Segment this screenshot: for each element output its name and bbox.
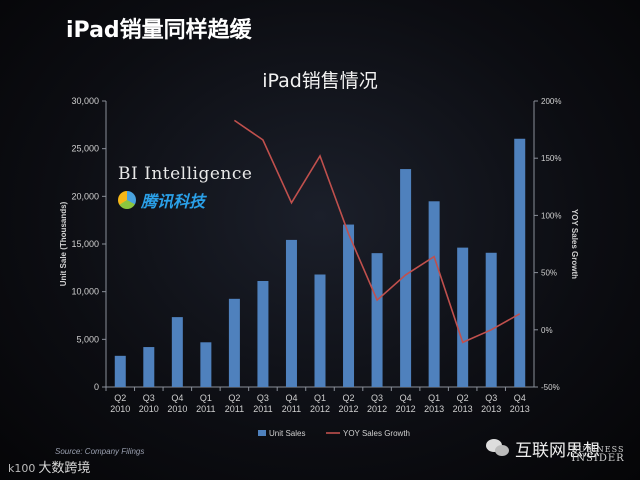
x-tick-label-quarter: Q1 <box>200 393 212 403</box>
x-tick-label-year: 2010 <box>110 404 130 414</box>
bar <box>143 347 155 387</box>
x-tick-label-year: 2013 <box>510 404 530 414</box>
x-tick-label-quarter: Q2 <box>343 393 355 403</box>
x-tick-label-year: 2012 <box>396 404 416 414</box>
tencent-logo: 腾讯科技 <box>118 188 205 212</box>
x-tick-label-year: 2012 <box>310 404 330 414</box>
y2-tick-label: 50% <box>541 269 557 278</box>
bottom-left-text: 大数跨境 <box>38 461 91 476</box>
y-tick-label: 20,000 <box>71 191 99 201</box>
x-tick-label-year: 2013 <box>453 404 473 414</box>
x-tick-label-quarter: Q2 <box>457 393 469 403</box>
x-tick-label-quarter: Q1 <box>428 393 440 403</box>
y-tick-label: 30,000 <box>71 96 99 106</box>
business-insider-line2: INSIDER <box>571 453 625 464</box>
x-tick-label-year: 2012 <box>339 404 359 414</box>
x-tick-label-year: 2013 <box>424 404 444 414</box>
x-tick-label-quarter: Q3 <box>371 393 383 403</box>
y2-tick-label: -50% <box>541 383 560 392</box>
wechat-icon <box>486 438 510 459</box>
y-tick-label: 25,000 <box>71 144 99 154</box>
bar <box>200 342 212 387</box>
y-tick-label: 0 <box>94 382 99 392</box>
legend-swatch-unit-sales <box>258 430 266 436</box>
x-tick-label-quarter: Q2 <box>114 393 126 403</box>
x-tick-label-quarter: Q2 <box>228 393 240 403</box>
y-tick-label: 5,000 <box>76 334 99 344</box>
x-tick-label-quarter: Q3 <box>485 393 497 403</box>
bar <box>400 169 412 387</box>
wechat-watermark: 互联网思想 <box>486 436 600 461</box>
x-tick-label-year: 2011 <box>225 404 244 414</box>
bar <box>343 224 355 387</box>
tencent-logo-text: 腾讯科技 <box>141 192 206 211</box>
x-tick-label-year: 2011 <box>196 404 215 414</box>
bar <box>114 355 126 387</box>
bar <box>314 274 326 387</box>
bar <box>485 252 497 387</box>
bi-intelligence-logo: BI Intelligence <box>118 164 253 184</box>
x-tick-label-year: 2011 <box>282 404 301 414</box>
x-tick-label-year: 2011 <box>253 404 272 414</box>
bottom-left-watermark: k100 大数跨境 <box>8 457 90 476</box>
y2-tick-label: 200% <box>541 97 561 106</box>
legend-label-yoy-growth: YOY Sales Growth <box>343 429 410 438</box>
bar <box>457 247 469 387</box>
tencent-logo-icon <box>118 191 136 209</box>
y-tick-label: 15,000 <box>71 239 99 249</box>
x-tick-label-year: 2013 <box>481 404 501 414</box>
bar <box>428 201 440 387</box>
wechat-text: 互联网思想 <box>515 441 600 461</box>
x-tick-label-quarter: Q4 <box>400 393 412 403</box>
business-insider-line1: BUSINESS <box>571 445 625 454</box>
x-tick-label-quarter: Q4 <box>514 393 526 403</box>
x-tick-label-quarter: Q3 <box>143 393 155 403</box>
y2-tick-label: 150% <box>541 154 561 163</box>
x-tick-label-year: 2012 <box>367 404 387 414</box>
bar <box>257 280 269 387</box>
bar <box>285 239 297 387</box>
y-axis-title: Unit Sale (Thousands) <box>59 201 68 286</box>
x-tick-label-year: 2010 <box>139 404 159 414</box>
bar <box>371 253 383 387</box>
x-tick-label-quarter: Q4 <box>171 393 183 403</box>
y2-tick-label: 0% <box>541 326 553 335</box>
page-title: iPad销量同样趋缓 <box>66 18 252 43</box>
source-note: Source: Company Filings <box>55 447 145 456</box>
chart-title: iPad销售情况 <box>262 70 378 92</box>
business-insider-logo: BUSINESS INSIDER <box>568 446 628 464</box>
x-tick-label-year: 2010 <box>167 404 187 414</box>
x-tick-label-quarter: Q4 <box>285 393 297 403</box>
bar <box>514 138 526 387</box>
bar <box>228 298 240 387</box>
bottom-left-mark: k100 <box>8 462 36 475</box>
legend-label-unit-sales: Unit Sales <box>269 429 305 438</box>
y-tick-label: 10,000 <box>71 287 99 297</box>
x-tick-label-quarter: Q3 <box>257 393 269 403</box>
y2-tick-label: 100% <box>541 211 561 220</box>
y2-axis-title: YOY Sales Growth <box>570 209 579 279</box>
bar <box>171 317 183 387</box>
growth-line <box>233 119 521 344</box>
x-tick-label-quarter: Q1 <box>314 393 326 403</box>
